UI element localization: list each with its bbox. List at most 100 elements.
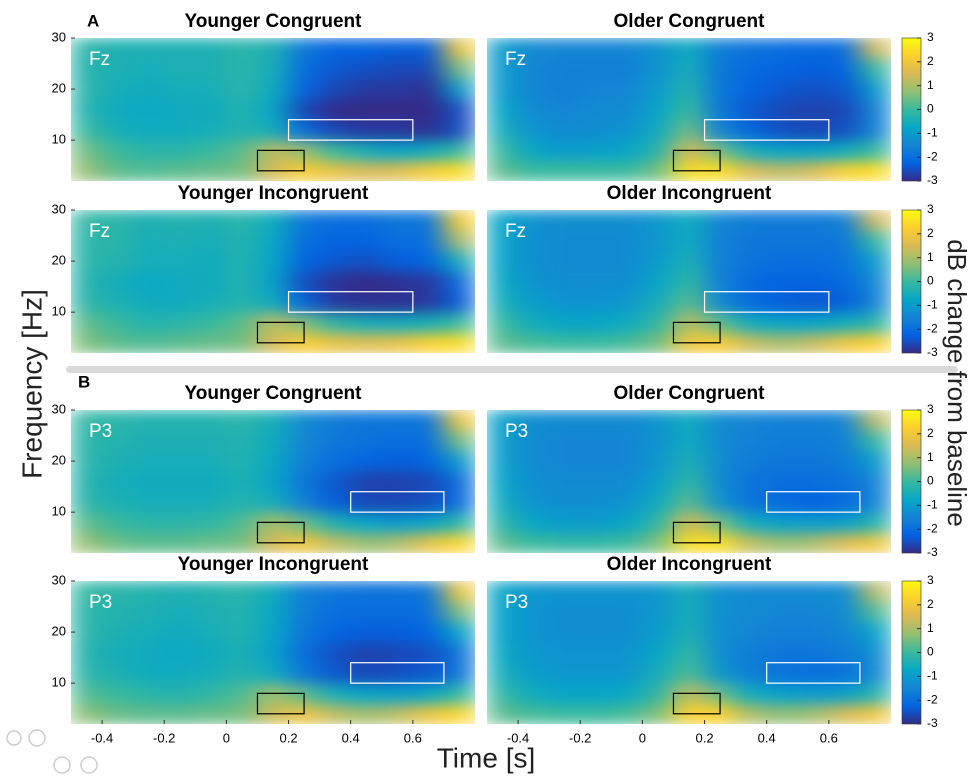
cell [71,683,103,705]
cell [549,210,581,231]
cell [735,581,768,602]
cell [487,491,519,513]
panel-title: Younger Congruent [185,11,363,32]
cell [704,58,737,80]
channel-label: Fz [89,49,110,70]
cell [195,99,227,121]
cell [412,642,445,664]
cell [766,271,799,293]
cell [164,662,196,684]
cell [704,291,737,313]
cell [859,210,891,231]
x-tick-label: -0.2 [153,730,175,745]
cell [195,471,227,493]
cell [102,160,134,181]
cell [412,78,445,100]
cell [133,662,165,684]
colorbar-tick-label: -3 [927,716,938,730]
cell [549,160,581,181]
cell [859,78,891,100]
cell [704,210,737,231]
heatmap [487,410,891,553]
cell [828,99,861,121]
cell [133,160,165,181]
cell [487,140,519,162]
cell [766,58,799,80]
cell [443,38,475,59]
cell [381,332,414,353]
channel-label: Fz [505,49,526,70]
roi-box [350,491,445,513]
cell [735,38,768,59]
cell [487,312,519,334]
cell [288,99,321,121]
cell [704,119,737,141]
cell [580,312,612,334]
cell [704,662,737,684]
cell [580,430,612,452]
cell [549,601,581,623]
cell [412,312,445,334]
cell [381,119,414,141]
cell [71,703,103,724]
cell [828,230,861,252]
cell [642,703,674,724]
cell [611,581,643,602]
cell [133,38,165,59]
cell [288,210,321,231]
cell [350,99,383,121]
cell [735,210,768,231]
cell [381,683,414,705]
cell [797,160,830,181]
cell [443,512,475,534]
cell [102,230,134,252]
cell [257,430,290,452]
cell [549,410,581,431]
cell [611,332,643,353]
cell [164,210,196,231]
cell [766,250,799,272]
cell [133,491,165,513]
cell [549,471,581,493]
cell [580,230,612,252]
cell [704,621,737,643]
cell [195,621,227,643]
cell [381,99,414,121]
cell [580,38,612,59]
cell [580,160,612,181]
cell [102,512,134,534]
cell [766,642,799,664]
heatmap-cells [487,581,891,724]
cell [412,662,445,684]
cell [71,471,103,493]
cell [195,601,227,623]
panel-title: Older Incongruent [607,554,772,575]
x-tick-label: 0 [223,730,230,745]
cell [164,532,196,553]
cell [71,662,103,684]
cell [71,512,103,534]
cell [133,332,165,353]
cell [133,78,165,100]
cell [549,250,581,272]
cell [735,430,768,452]
x-tick-label: -0.4 [91,730,113,745]
cell [443,410,475,431]
cell [580,250,612,272]
cell [319,250,352,272]
cell [71,291,103,313]
cell [319,160,352,181]
cell [611,450,643,472]
cell [443,450,475,472]
cell [859,532,891,553]
cell [704,410,737,431]
panel-label: B [78,372,90,391]
cell [704,250,737,272]
cell [412,450,445,472]
cell [288,230,321,252]
cell [828,78,861,100]
cell [164,58,196,80]
roi-box [256,149,305,172]
cell [828,271,861,293]
cell [195,703,227,724]
